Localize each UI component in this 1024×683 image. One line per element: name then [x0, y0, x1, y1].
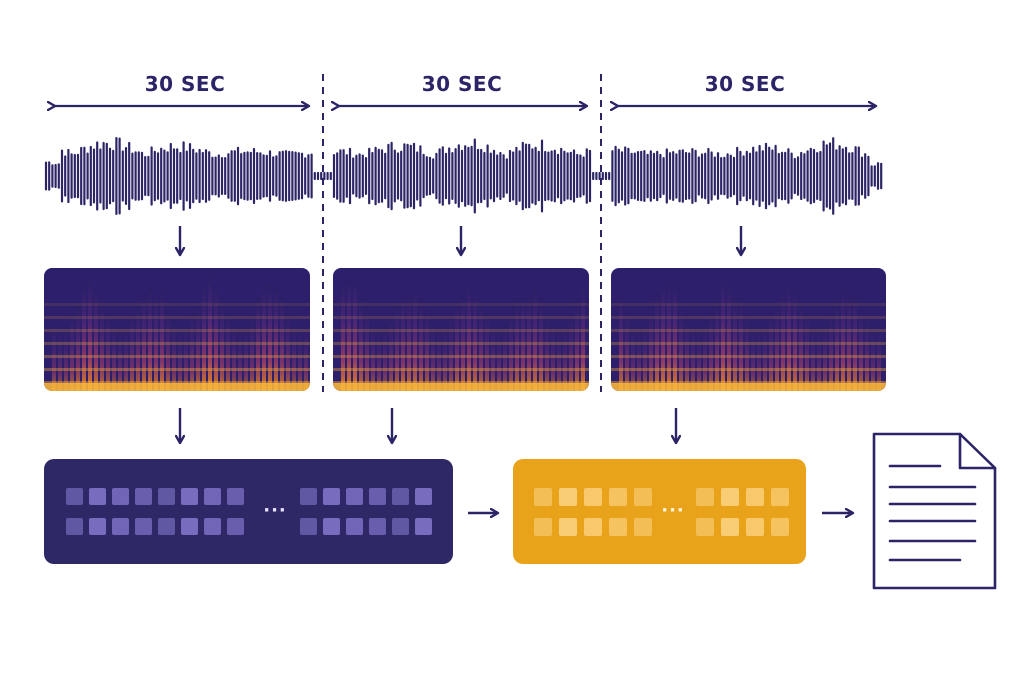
token — [369, 518, 386, 535]
token — [300, 518, 317, 535]
encoder-block — [44, 459, 453, 564]
token — [112, 488, 129, 505]
encoder-box — [44, 459, 453, 564]
token — [158, 518, 175, 535]
token — [634, 488, 652, 506]
token — [721, 518, 739, 536]
decoder-box — [513, 459, 806, 564]
token — [369, 488, 386, 505]
token — [721, 488, 739, 506]
decoder-ellipsis: ··· — [661, 500, 685, 521]
down-arrows-mid — [180, 408, 676, 443]
token — [534, 488, 552, 506]
token — [415, 488, 432, 505]
token — [66, 518, 83, 535]
token — [181, 488, 198, 505]
down-arrows-top — [180, 226, 741, 255]
token — [323, 518, 340, 535]
encoder-tokens — [66, 488, 432, 535]
token — [392, 488, 409, 505]
spectrogram-3 — [611, 268, 886, 391]
token — [89, 488, 106, 505]
token — [559, 488, 577, 506]
token — [89, 518, 106, 535]
token — [696, 518, 714, 536]
audio-waveform — [44, 137, 883, 215]
token — [135, 518, 152, 535]
decoder-block — [513, 459, 806, 564]
decoder-tokens — [534, 488, 789, 536]
token — [204, 488, 221, 505]
token — [609, 488, 627, 506]
token — [746, 488, 764, 506]
token — [771, 518, 789, 536]
token — [696, 488, 714, 506]
segment-separators — [322, 74, 602, 392]
token — [66, 488, 83, 505]
token — [300, 488, 317, 505]
segment-label-1: 30 SEC — [144, 72, 226, 96]
token — [204, 518, 221, 535]
spectrogram-2 — [333, 268, 589, 391]
token — [771, 488, 789, 506]
spectrogram-1 — [44, 268, 310, 391]
token — [609, 518, 627, 536]
token — [746, 518, 764, 536]
token — [559, 518, 577, 536]
token — [346, 488, 363, 505]
token — [346, 518, 363, 535]
segment-label-2: 30 SEC — [421, 72, 503, 96]
segment-label-3: 30 SEC — [704, 72, 786, 96]
encoder-ellipsis: ··· — [263, 500, 287, 521]
token — [634, 518, 652, 536]
token — [227, 518, 244, 535]
token — [158, 488, 175, 505]
token — [181, 518, 198, 535]
token — [323, 488, 340, 505]
token — [227, 488, 244, 505]
token — [415, 518, 432, 535]
token — [584, 518, 602, 536]
document-icon — [872, 432, 997, 590]
token — [112, 518, 129, 535]
token — [534, 518, 552, 536]
spectrograms — [44, 268, 886, 391]
token — [584, 488, 602, 506]
token — [392, 518, 409, 535]
token — [135, 488, 152, 505]
